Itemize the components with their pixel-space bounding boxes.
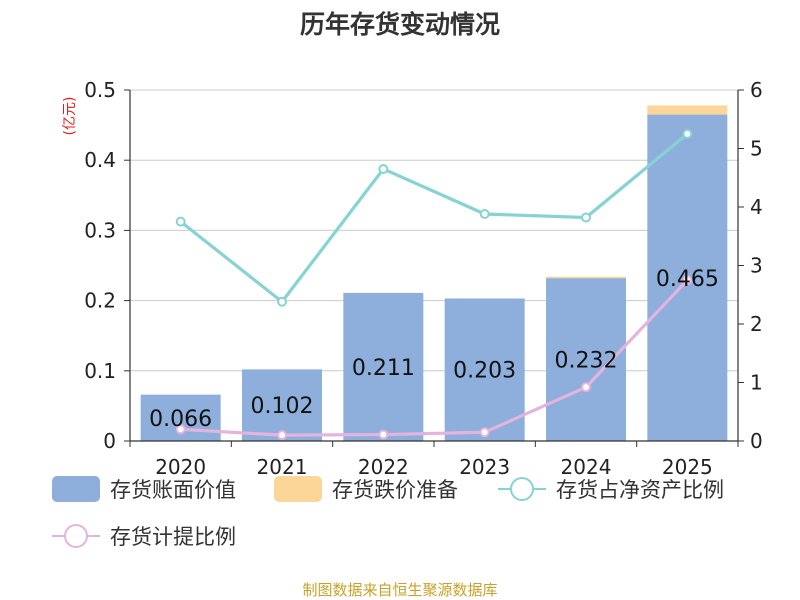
data-label: 0.066 (149, 407, 212, 432)
x-tick-label: 2025 (662, 455, 713, 479)
x-tick-label: 2023 (459, 455, 510, 479)
bars (140, 105, 728, 441)
line-point (175, 424, 186, 435)
data-label: 0.232 (555, 349, 618, 374)
y-right-tick-label: 6 (750, 78, 763, 102)
y-right-tick-label: 5 (750, 137, 763, 161)
legend-swatch (274, 476, 322, 502)
x-tick-label: 2022 (358, 455, 409, 479)
line-point (581, 212, 591, 223)
legend-label: 存货占净资产比例 (556, 478, 724, 502)
line-point (175, 216, 186, 227)
line-point (479, 427, 490, 438)
x-tick-label: 2024 (561, 455, 612, 479)
line-point (277, 430, 287, 441)
chart-title: 历年存货变动情况 (300, 10, 500, 39)
y-left-tick-label: 0.3 (84, 218, 116, 242)
data-label: 0.203 (453, 359, 516, 384)
legend-item[interactable]: 存货账面价值 (52, 476, 236, 502)
bar (343, 292, 424, 441)
series-line (180, 279, 689, 437)
legend-item[interactable]: 存货占净资产比例 (498, 477, 724, 502)
series-line (179, 132, 689, 304)
bar (444, 298, 525, 441)
data-label: 0.211 (352, 356, 415, 381)
y-left-tick-label: 0.2 (84, 289, 116, 313)
line-point (479, 209, 490, 220)
legend-item[interactable]: 存货跌价准备 (274, 476, 458, 502)
bar (242, 369, 322, 441)
legend-swatch (52, 476, 100, 502)
line-point (277, 296, 287, 307)
legend-swatch-marker (510, 477, 534, 501)
tick-labels: 0 0.1 0.2 0.3 0.4 0.5 0 1 2 3 4 5 6 2020 2021 2022 2023 2… (84, 78, 763, 479)
y-right-tick-label: 3 (750, 254, 763, 278)
source-note: 制图数据来自恒生聚源数据库 (302, 581, 497, 599)
y-right-tick-label: 2 (750, 312, 763, 336)
y-left-tick-label: 0.1 (84, 359, 116, 383)
bar (647, 105, 728, 115)
lines (175, 128, 693, 441)
y-right-tick-label: 1 (750, 371, 763, 395)
legend-label: 存货计提比例 (110, 525, 236, 549)
line-point (581, 382, 591, 393)
axes (124, 89, 744, 447)
bar (546, 276, 626, 279)
line-point (682, 128, 693, 139)
grid (130, 89, 738, 372)
y-left-tick-label: 0.4 (84, 148, 116, 172)
data-label: 0.102 (251, 394, 314, 419)
x-tick-label: 2021 (257, 455, 308, 479)
x-tick-label: 2020 (155, 455, 206, 479)
legend-label: 存货跌价准备 (332, 478, 458, 502)
legend-item[interactable]: 存货计提比例 (52, 524, 236, 549)
y-right-tick-label: 0 (750, 429, 763, 453)
data-label: 0.465 (656, 267, 719, 292)
line-point (378, 163, 389, 174)
legend-label: 存货账面价值 (110, 478, 236, 502)
y-left-tick-label: 0 (103, 429, 116, 453)
y-axis-unit: (亿元) (62, 97, 78, 136)
y-right-tick-label: 4 (750, 195, 763, 219)
data-labels: 0.066 0.102 0.211 0.203 0.232 0.465 (149, 267, 719, 432)
y-left-tick-label: 0.5 (84, 78, 116, 102)
line-point (378, 429, 389, 440)
line-point (682, 275, 693, 286)
legend-swatch-marker (64, 524, 88, 548)
